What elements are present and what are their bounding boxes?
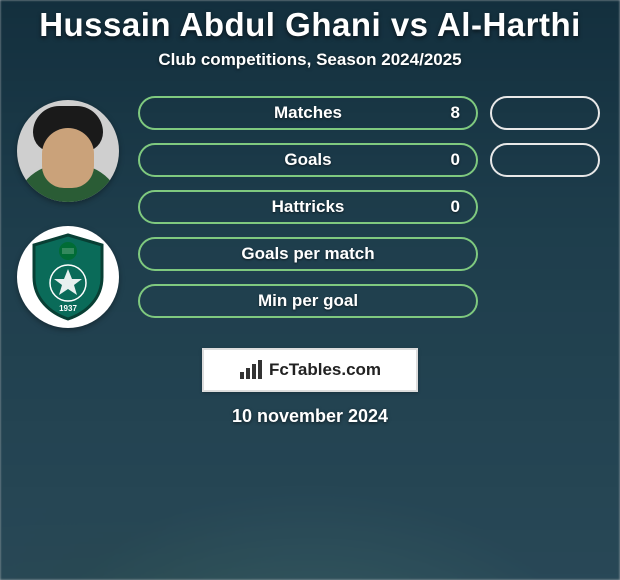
content-wrapper: Hussain Abdul Ghani vs Al-Harthi Club co… [0, 0, 620, 427]
date-text: 10 november 2024 [0, 406, 620, 427]
stat-value-left: 8 [451, 103, 460, 123]
stat-value-left: 0 [451, 150, 460, 170]
stat-label: Goals [284, 150, 331, 170]
brand-text: FcTables.com [269, 360, 381, 380]
stat-row: Matches 8 [138, 96, 614, 130]
badge-year: 1937 [59, 304, 77, 313]
stat-pill-right [490, 96, 600, 130]
page-title: Hussain Abdul Ghani vs Al-Harthi [0, 6, 620, 44]
stat-pill-left: Hattricks 0 [138, 190, 478, 224]
stat-pill-left: Matches 8 [138, 96, 478, 130]
stat-row: Min per goal [138, 284, 614, 318]
main-row: 1937 Matches 8 Goals 0 Hattricks 0 Goals per m… [0, 94, 620, 328]
stat-row: Goals per match [138, 237, 614, 271]
stat-label: Goals per match [241, 244, 374, 264]
stat-row: Goals 0 [138, 143, 614, 177]
stats-column: Matches 8 Goals 0 Hattricks 0 Goals per match M… [128, 94, 614, 318]
avatar-column: 1937 [8, 94, 128, 328]
bars-icon [239, 360, 263, 380]
subtitle: Club competitions, Season 2024/2025 [0, 50, 620, 70]
brand-badge: FcTables.com [202, 348, 418, 392]
stat-pill-left: Goals 0 [138, 143, 478, 177]
shield-icon: 1937 [28, 233, 108, 321]
stat-label: Matches [274, 103, 342, 123]
stat-label: Hattricks [272, 197, 345, 217]
stat-value-left: 0 [451, 197, 460, 217]
player2-club-badge: 1937 [17, 226, 119, 328]
stat-pill-left: Min per goal [138, 284, 478, 318]
stat-pill-left: Goals per match [138, 237, 478, 271]
stat-row: Hattricks 0 [138, 190, 614, 224]
player1-avatar [17, 100, 119, 202]
stat-pill-right [490, 143, 600, 177]
stat-label: Min per goal [258, 291, 358, 311]
